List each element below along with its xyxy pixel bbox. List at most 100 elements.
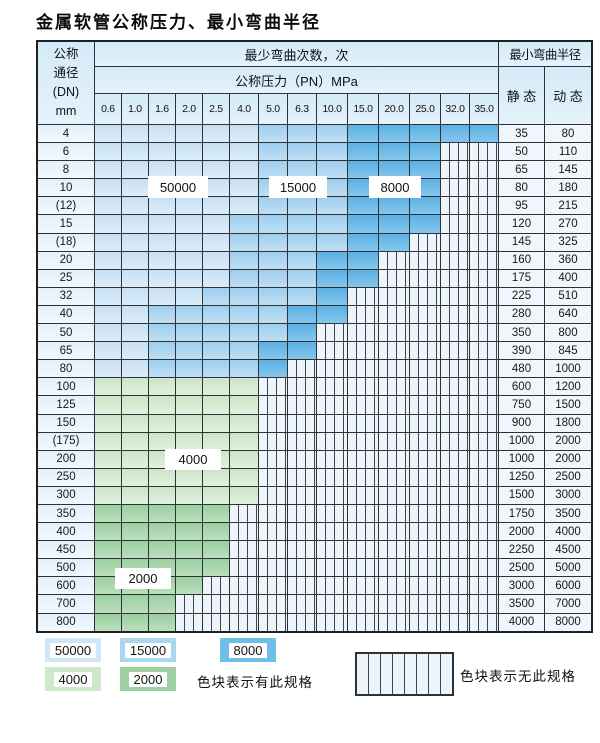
spec-cell-zone-4000: [95, 486, 121, 504]
spec-cell-zone-15000: [149, 342, 175, 360]
spec-cell-none: [441, 269, 469, 287]
spec-cell-none: [288, 613, 316, 631]
spec-cell-zone-4000: [149, 378, 175, 396]
spec-cell-zone-4000: [95, 432, 121, 450]
dn-cell: 50: [38, 324, 94, 342]
spec-cell-zone-4000: [149, 468, 175, 486]
spec-cell-none: [348, 504, 378, 523]
spec-cell-none: [470, 305, 498, 324]
dynamic-radius-cell: 7000: [545, 595, 591, 613]
spec-cell-zone-50000: [95, 233, 121, 251]
spec-cell-zone-50000: [95, 342, 121, 360]
spec-cell-none: [410, 324, 440, 342]
spec-cell-zone-50000: [122, 143, 148, 161]
dynamic-radius-cell: 3500: [545, 504, 591, 523]
spec-cell-none: [379, 360, 409, 378]
spec-cell-zone-2000: [149, 504, 175, 523]
spec-cell-zone-15000: [288, 161, 316, 179]
spec-cell-none: [410, 414, 440, 432]
spec-cell-none: [441, 287, 469, 305]
dynamic-radius-cell: 1000: [545, 360, 591, 378]
zone-label-8000: 8000: [369, 176, 421, 198]
static-radius-cell: 600: [499, 378, 544, 396]
spec-cell-zone-15000: [259, 269, 287, 287]
pn-tick: 35.0: [470, 94, 498, 124]
dn-cell: 15: [38, 215, 94, 233]
spec-cell-none: [470, 559, 498, 577]
spec-cell-zone-2000: [203, 559, 229, 577]
spec-cell-zone-50000: [203, 269, 229, 287]
spec-cell-zone-4000: [95, 378, 121, 396]
spec-cell-none: [230, 577, 258, 595]
legend-label-8000: 8000: [228, 642, 268, 658]
spec-cell-none: [288, 432, 316, 450]
spec-cell-none: [470, 342, 498, 360]
spec-cell-zone-50000: [122, 233, 148, 251]
static-radius-cell: 1500: [499, 486, 544, 504]
pn-tick: 2.5: [203, 94, 229, 124]
static-radius-cell: 280: [499, 305, 544, 324]
spec-cell-none: [470, 468, 498, 486]
spec-cell-zone-50000: [176, 215, 202, 233]
spec-cell-none: [410, 504, 440, 523]
spec-cell-none: [470, 143, 498, 161]
spec-cell-zone-4000: [176, 486, 202, 504]
spec-cell-none: [230, 595, 258, 613]
dynamic-radius-cell: 145: [545, 161, 591, 179]
spec-cell-zone-50000: [122, 215, 148, 233]
spec-cell-zone-50000: [203, 143, 229, 161]
spec-cell-zone-8000: [317, 287, 347, 305]
spec-cell-none: [410, 396, 440, 414]
spec-cell-zone-50000: [149, 197, 175, 215]
pn-tick: 5.0: [259, 94, 287, 124]
spec-cell-zone-15000: [317, 197, 347, 215]
spec-cell-zone-8000: [259, 360, 287, 378]
spec-cell-none: [230, 541, 258, 559]
dn-cell: 32: [38, 287, 94, 305]
spec-cell-zone-2000: [149, 595, 175, 613]
spec-cell-zone-15000: [259, 305, 287, 324]
spec-cell-zone-2000: [122, 595, 148, 613]
spec-cell-zone-2000: [203, 504, 229, 523]
dynamic-radius-cell: 510: [545, 287, 591, 305]
spec-cell-zone-50000: [203, 179, 229, 197]
spec-cell-zone-8000: [348, 215, 378, 233]
dynamic-radius-cell: 640: [545, 305, 591, 324]
dn-cell: 500: [38, 559, 94, 577]
spec-cell-zone-50000: [149, 269, 175, 287]
spec-cell-zone-15000: [259, 143, 287, 161]
spec-cell-none: [441, 468, 469, 486]
spec-cell-none: [379, 468, 409, 486]
spec-cell-none: [348, 342, 378, 360]
spec-cell-none: [317, 595, 347, 613]
spec-cell-zone-50000: [176, 143, 202, 161]
dn-cell: 80: [38, 360, 94, 378]
spec-cell-none: [470, 486, 498, 504]
static-radius-cell: 175: [499, 269, 544, 287]
spec-cell-zone-15000: [203, 287, 229, 305]
spec-cell-zone-50000: [203, 215, 229, 233]
spec-cell-none: [348, 595, 378, 613]
spec-cell-zone-4000: [149, 396, 175, 414]
spec-cell-zone-4000: [122, 432, 148, 450]
dynamic-radius-cell: 180: [545, 179, 591, 197]
dynamic-radius-cell: 110: [545, 143, 591, 161]
spec-cell-zone-15000: [176, 324, 202, 342]
spec-cell-zone-4000: [122, 414, 148, 432]
legend-has-spec-text: 色块表示有此规格: [197, 675, 313, 690]
spec-cell-none: [317, 378, 347, 396]
dn-cell: 400: [38, 523, 94, 541]
spec-cell-zone-15000: [230, 251, 258, 269]
dn-cell: 250: [38, 468, 94, 486]
spec-cell-zone-50000: [149, 161, 175, 179]
spec-cell-zone-4000: [203, 432, 229, 450]
spec-cell-zone-50000: [122, 161, 148, 179]
spec-cell-none: [288, 523, 316, 541]
spec-cell-none: [470, 504, 498, 523]
spec-cell-zone-8000: [317, 305, 347, 324]
spec-cell-zone-4000: [176, 378, 202, 396]
spec-cell-zone-50000: [95, 305, 121, 324]
spec-cell-none: [230, 504, 258, 523]
spec-cell-none: [410, 233, 440, 251]
spec-cell-zone-4000: [203, 486, 229, 504]
